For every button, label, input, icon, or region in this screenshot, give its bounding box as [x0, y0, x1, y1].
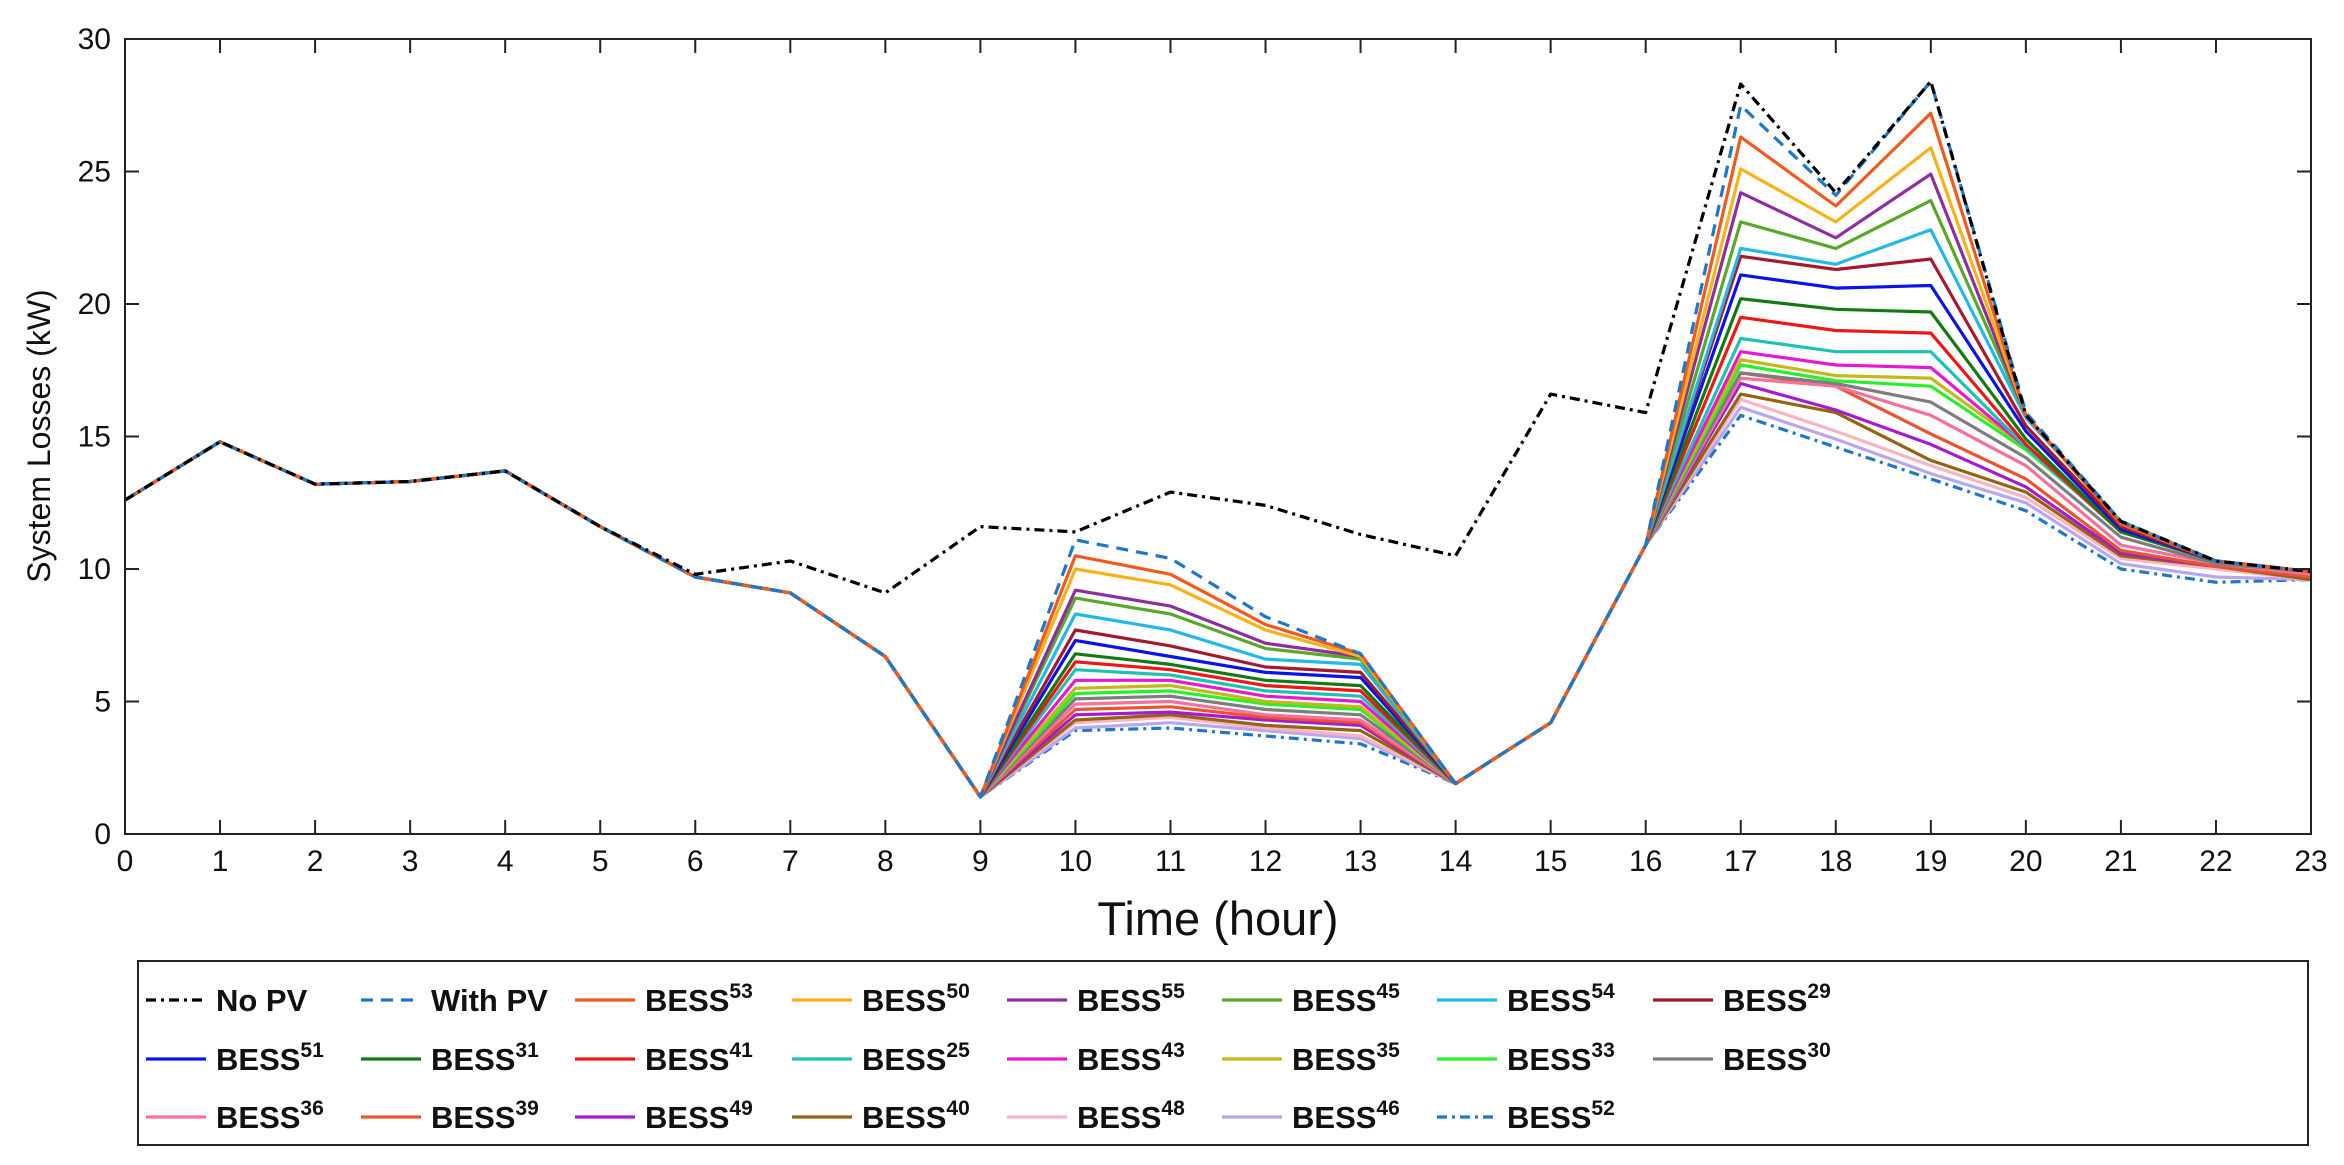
- x-tick-label: 15: [1534, 845, 1567, 878]
- legend-label: BESS33: [1507, 1039, 1615, 1077]
- legend-item-bess55: BESS55: [1007, 980, 1185, 1018]
- y-tick-label: 0: [94, 818, 111, 851]
- legend-label: No PV: [216, 983, 308, 1018]
- x-tick-label: 4: [497, 845, 514, 878]
- x-tick-label: 10: [1059, 845, 1092, 878]
- x-tick-label: 8: [877, 845, 894, 878]
- x-tick-label: 12: [1249, 845, 1282, 878]
- y-tick-label: 20: [78, 288, 111, 321]
- y-tick-label: 30: [78, 23, 111, 56]
- x-tick-label: 13: [1344, 845, 1377, 878]
- legend-item-bess50: BESS50: [792, 980, 970, 1018]
- x-tick-label: 6: [687, 845, 704, 878]
- y-tick-label: 5: [94, 686, 111, 719]
- x-tick-label: 7: [782, 845, 799, 878]
- x-tick-label: 3: [402, 845, 419, 878]
- x-axis-label: Time (hour): [1097, 892, 1338, 945]
- x-tick-label: 18: [1819, 845, 1852, 878]
- x-tick-label: 22: [2199, 845, 2232, 878]
- legend-item-bess46: BESS46: [1222, 1097, 1400, 1135]
- legend-item-no-pv: No PV: [146, 983, 308, 1018]
- legend-item-bess54: BESS54: [1437, 980, 1615, 1018]
- x-tick-label: 17: [1724, 845, 1757, 878]
- legend-label: BESS54: [1507, 980, 1615, 1018]
- x-tick-label: 0: [117, 845, 134, 878]
- legend-item-bess33: BESS33: [1437, 1039, 1615, 1077]
- x-tick-label: 2: [307, 845, 324, 878]
- y-axis-label: System Losses (kW): [21, 289, 57, 582]
- ticks-layer: 0 1 2 3 4 5 6 7 8 9 10 11 12 13 14 15 16 17 18 19 20 21 22 2305…: [78, 23, 2328, 878]
- legend-item-with-pv: With PV: [361, 983, 548, 1018]
- legend-item-bess53: BESS53: [575, 980, 753, 1018]
- x-tick-label: 23: [2294, 845, 2327, 878]
- y-tick-label: 25: [78, 156, 111, 189]
- legend-box: [137, 960, 2309, 1146]
- x-tick-label: 16: [1629, 845, 1662, 878]
- x-tick-label: 1: [212, 845, 229, 878]
- legend-label: With PV: [431, 983, 548, 1018]
- legend-label: BESS41: [645, 1039, 753, 1077]
- x-tick-label: 14: [1439, 845, 1472, 878]
- legend-label: BESS50: [862, 980, 970, 1018]
- x-tick-label: 20: [2009, 845, 2042, 878]
- legend-label: BESS53: [645, 980, 753, 1018]
- legend: No PV With PV BESS53 BESS50 BESS55 BESS45 BESS…: [146, 980, 1831, 1135]
- legend-label: BESS46: [1292, 1097, 1400, 1135]
- y-tick-label: 10: [78, 553, 111, 586]
- legend-item-bess41: BESS41: [575, 1039, 753, 1077]
- legend-item-bess31: BESS31: [361, 1039, 539, 1077]
- series-layer: [124, 79, 2312, 799]
- series-line-bess52: [124, 413, 2312, 799]
- x-tick-label: 21: [2104, 845, 2137, 878]
- series-line-no-pv: [124, 79, 2312, 595]
- y-tick-label: 15: [78, 421, 111, 454]
- x-tick-label: 19: [1914, 845, 1947, 878]
- x-tick-label: 9: [972, 845, 989, 878]
- x-tick-label: 11: [1155, 845, 1186, 878]
- x-tick-label: 5: [592, 845, 609, 878]
- legend-label: BESS31: [431, 1039, 539, 1077]
